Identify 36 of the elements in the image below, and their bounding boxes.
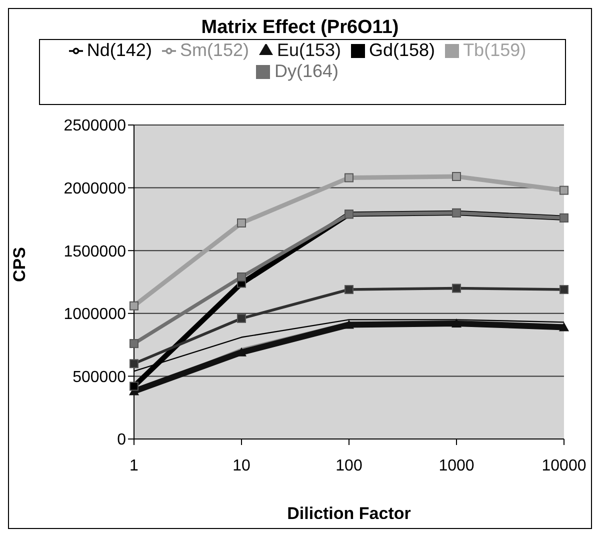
point [560, 285, 568, 294]
y-tick-label: 2000000 [64, 180, 126, 198]
x-tick-label: 1000 [438, 457, 474, 474]
legend-label: Sm(152) [180, 40, 249, 60]
point [130, 359, 138, 368]
point [452, 172, 461, 181]
point [452, 318, 462, 328]
y-tick-label: 1000000 [64, 306, 126, 324]
x-tick-label: 10 [232, 457, 250, 474]
point [344, 320, 354, 329]
x-tick-label: 10000 [542, 457, 586, 474]
legend-label: Tb(159) [463, 40, 526, 60]
legend-label: Nd(142) [86, 40, 152, 60]
point [559, 322, 569, 332]
point [237, 272, 246, 282]
y-tick-label: 0 [117, 432, 126, 449]
point [344, 285, 354, 294]
point [344, 173, 354, 182]
legend-label: Eu(153) [276, 40, 342, 60]
point [452, 284, 461, 293]
x-tick-label: 100 [336, 457, 362, 474]
point [130, 382, 138, 391]
y-tick-label: 2500000 [64, 118, 126, 135]
point [560, 186, 568, 195]
y-tick-label: 1500000 [64, 243, 126, 260]
legend-label: Dy(164) [274, 61, 339, 81]
y-axis-title: CPS [10, 247, 30, 282]
point [237, 314, 246, 323]
x-axis-title: Diliction Factor [287, 504, 412, 523]
chart-title: Matrix Effect (Pr6O11) [200, 17, 400, 39]
point [130, 339, 138, 348]
point [130, 301, 138, 310]
legend-label: Gd(158) [369, 40, 436, 60]
point [237, 218, 246, 228]
y-tick-label: 500000 [72, 368, 126, 386]
x-tick-label: 1 [130, 457, 139, 474]
